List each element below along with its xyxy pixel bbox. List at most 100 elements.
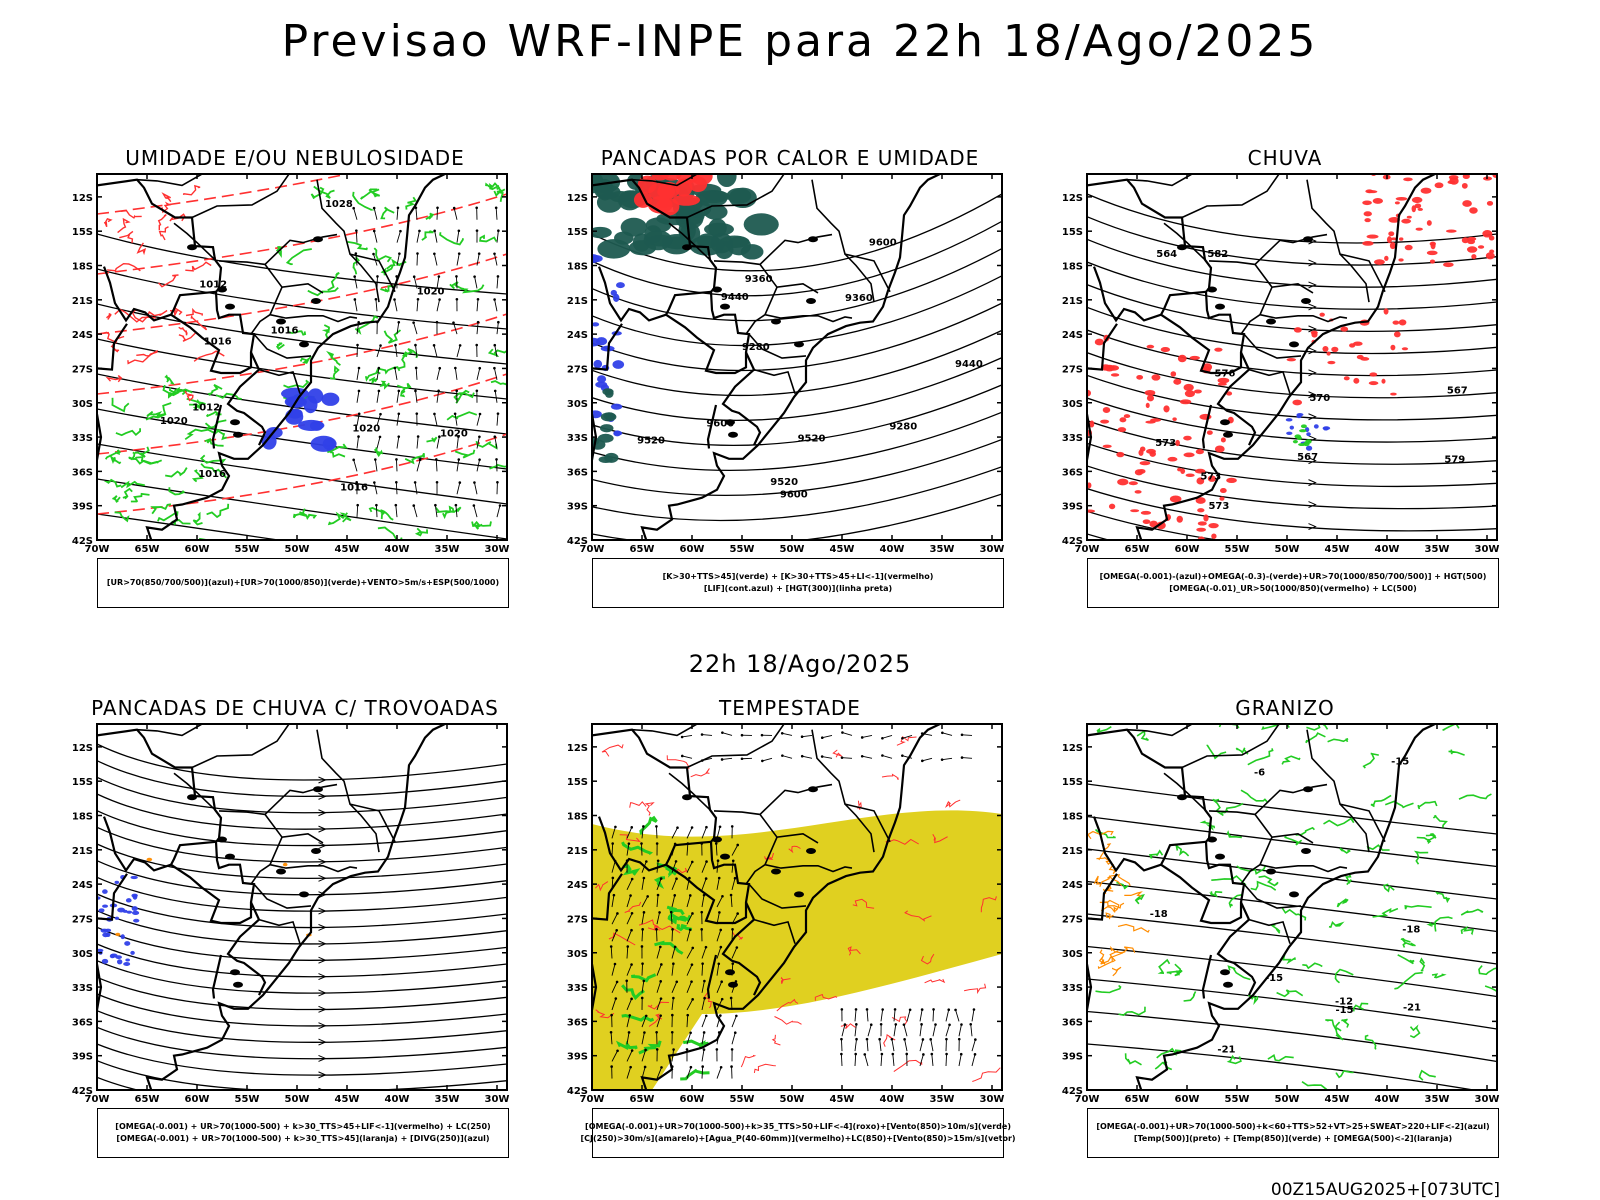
contour-label: -6 xyxy=(1254,768,1265,779)
contour-label: -18 xyxy=(1150,909,1168,920)
lat-tick-label: 27S xyxy=(72,914,93,925)
lon-tick-label: 50W xyxy=(1275,544,1300,555)
lat-tick-label: 18S xyxy=(72,262,93,273)
legend-box: [OMEGA(-0.001)+UR>70(1000-500)+k>35_TTS>… xyxy=(580,1108,1016,1158)
lon-tick-label: 60W xyxy=(680,544,705,555)
legend-line: [OMEGA(-0.01)_UR>50(1000/850)(vermelho) … xyxy=(1169,584,1417,593)
lat-tick-label: 42S xyxy=(1062,1086,1083,1097)
lat-tick-label: 24S xyxy=(1062,330,1083,341)
legend-box: [OMEGA(-0.001)+UR>70(1000-500)+k<60+TTS>… xyxy=(1087,1108,1499,1158)
contour-label: -18 xyxy=(1402,925,1420,936)
panel-title: CHUVA xyxy=(1247,146,1323,170)
lat-tick-label: 33S xyxy=(72,433,93,444)
lon-tick-label: 60W xyxy=(185,1094,210,1105)
lat-tick-label: 18S xyxy=(567,262,588,273)
lon-tick-label: 45W xyxy=(830,544,855,555)
contour-label: 564 xyxy=(1156,249,1177,260)
panel-tempestade: TEMPESTADE 12S 15S 18S 21S 24S 27S 30S 33S 36S 39… xyxy=(540,696,1040,1196)
lon-tick-label: 70W xyxy=(580,1094,605,1105)
lat-tick-label: 15S xyxy=(1062,227,1083,238)
lon-tick-label: 45W xyxy=(335,544,360,555)
panel-chuva: CHUVA 576 582 579 573 573 573 570 567 564 567 12S 1… xyxy=(1035,146,1535,646)
lat-tick-label: 30S xyxy=(1062,949,1083,960)
lon-tick-label: 50W xyxy=(780,1094,805,1105)
lat-tick-label: 36S xyxy=(567,467,588,478)
lon-tick-label: 35W xyxy=(930,1094,955,1105)
panel-pancadas-trovoadas: PANCADAS DE CHUVA C/ TROVOADAS 12S 15S 18S… xyxy=(45,696,545,1196)
lat-tick-label: 12S xyxy=(72,743,93,754)
lon-tick-label: 30W xyxy=(1475,544,1500,555)
lon-tick-label: 40W xyxy=(880,1094,905,1105)
panel-title: PANCADAS DE CHUVA C/ TROVOADAS xyxy=(91,696,499,720)
lat-tick-label: 42S xyxy=(567,536,588,547)
lat-tick-label: 15S xyxy=(567,227,588,238)
contour-label: -15 xyxy=(1391,757,1409,768)
lat-tick-label: 21S xyxy=(567,846,588,857)
lat-tick-label: 12S xyxy=(1062,193,1083,204)
legend-line: [LIF](cont.azul) + [HGT(300)](linha pret… xyxy=(703,584,893,593)
lon-tick-label: 60W xyxy=(680,1094,705,1105)
legend-line: [UR>70(850/700/500)](azul)+[UR>70(1000/8… xyxy=(106,578,500,587)
lat-tick-label: 15S xyxy=(72,777,93,788)
contour-label: 1016 xyxy=(204,337,232,348)
lon-tick-label: 65W xyxy=(135,1094,160,1105)
lat-tick-label: 36S xyxy=(1062,1017,1083,1028)
lat-tick-label: 15S xyxy=(1062,777,1083,788)
lat-tick-label: 33S xyxy=(1062,433,1083,444)
lon-tick-label: 40W xyxy=(385,544,410,555)
legend-line: [OMEGA(-0.001)+UR>70(1000-500)+k>35_TTS>… xyxy=(585,1122,1011,1131)
contour-label: 9520 xyxy=(770,477,798,488)
lat-tick-label: 33S xyxy=(1062,983,1083,994)
lon-tick-label: 35W xyxy=(1425,544,1450,555)
lon-tick-label: 30W xyxy=(485,544,510,555)
contour-label: 573 xyxy=(1208,501,1229,512)
lat-tick-label: 27S xyxy=(567,364,588,375)
lat-tick-label: 24S xyxy=(72,880,93,891)
lon-tick-label: 45W xyxy=(335,1094,360,1105)
contour-label: 9520 xyxy=(637,435,665,446)
lon-tick-label: 35W xyxy=(435,1094,460,1105)
lat-tick-label: 42S xyxy=(72,1086,93,1097)
contour-label: 1016 xyxy=(271,325,299,336)
lon-tick-label: 55W xyxy=(235,1094,260,1105)
lon-tick-label: 70W xyxy=(1075,1094,1100,1105)
lon-tick-label: 45W xyxy=(830,1094,855,1105)
map-canvas: 576 582 579 573 573 573 570 567 564 567 12S 15S 18S 2… xyxy=(1062,173,1500,555)
lon-tick-label: 55W xyxy=(730,544,755,555)
legend-line: [K>30+TTS>45](verde) + [K>30+TTS>45+LI<-… xyxy=(662,572,934,581)
panel-title: PANCADAS POR CALOR E UMIDADE xyxy=(600,146,980,170)
contour-label: 582 xyxy=(1207,249,1228,260)
lat-tick-label: 21S xyxy=(1062,846,1083,857)
lon-tick-label: 40W xyxy=(385,1094,410,1105)
lat-tick-label: 30S xyxy=(567,399,588,410)
panel-granizo: GRANIZO -6 -12 -15 -18 -15 -21 -21 -18 -15 12S 15S… xyxy=(1035,696,1535,1196)
lat-tick-label: 27S xyxy=(1062,914,1083,925)
contour-label: 1012 xyxy=(192,402,220,413)
contour-label: 579 xyxy=(1444,455,1465,466)
legend-line: [Temp(500)](preto) + [Temp(850)](verde) … xyxy=(1133,1134,1453,1143)
contour-label: 573 xyxy=(1200,472,1221,483)
panel-pancadas-calor: PANCADAS POR CALOR E UMIDADE 9600 9600 952… xyxy=(540,146,1040,646)
lon-tick-label: 65W xyxy=(135,544,160,555)
panel-umidade: UMIDADE E/OU NEBULOSIDADE 1016 1020 1020 10… xyxy=(45,146,545,646)
contour-label: -15 xyxy=(1336,1005,1354,1016)
contour-label: -21 xyxy=(1403,1002,1421,1013)
lon-tick-label: 65W xyxy=(1125,1094,1150,1105)
lat-tick-label: 24S xyxy=(72,330,93,341)
lat-tick-label: 18S xyxy=(567,812,588,823)
lon-tick-label: 45W xyxy=(1325,1094,1350,1105)
contour-label: 1028 xyxy=(325,199,353,210)
contour-label: 9280 xyxy=(889,421,917,432)
lon-tick-label: 60W xyxy=(1175,1094,1200,1105)
contour-label: 9280 xyxy=(742,342,770,353)
contour-label: 9360 xyxy=(845,293,873,304)
panel-title: UMIDADE E/OU NEBULOSIDADE xyxy=(125,146,465,170)
lon-tick-label: 50W xyxy=(285,1094,310,1105)
lat-tick-label: 42S xyxy=(72,536,93,547)
legend-box: [K>30+TTS>45](verde) + [K>30+TTS>45+LI<-… xyxy=(592,558,1004,608)
panel-title: TEMPESTADE xyxy=(719,696,861,720)
forecast-time-label: 22h 18/Ago/2025 xyxy=(688,650,912,678)
contour-label: 9360 xyxy=(745,274,773,285)
